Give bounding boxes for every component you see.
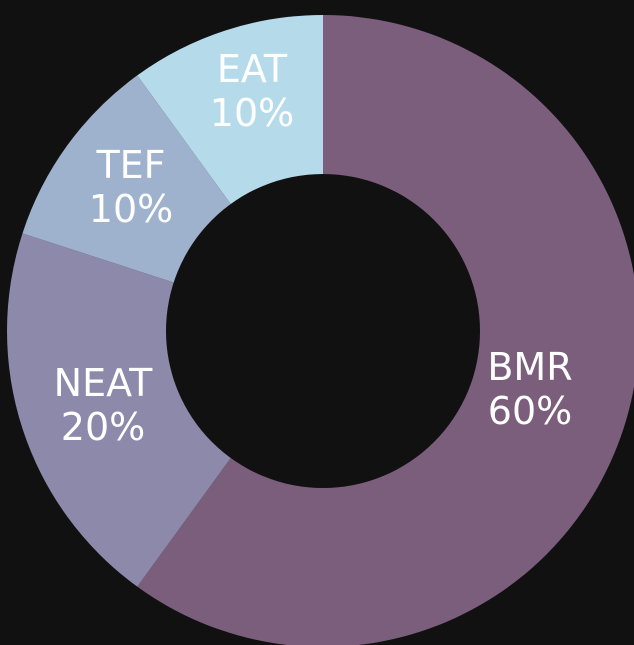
slice-label-neat: NEAT	[54, 361, 153, 405]
slice-percent-tef: 10%	[89, 187, 173, 231]
donut-hole	[166, 174, 480, 488]
slice-percent-neat: 20%	[61, 405, 145, 449]
slice-percent-eat: 10%	[210, 91, 294, 135]
slice-label-tef: TEF	[95, 143, 165, 187]
slice-label-bmr: BMR	[487, 345, 572, 389]
slice-percent-bmr: 60%	[488, 389, 572, 433]
slice-label-eat: EAT	[217, 47, 288, 91]
